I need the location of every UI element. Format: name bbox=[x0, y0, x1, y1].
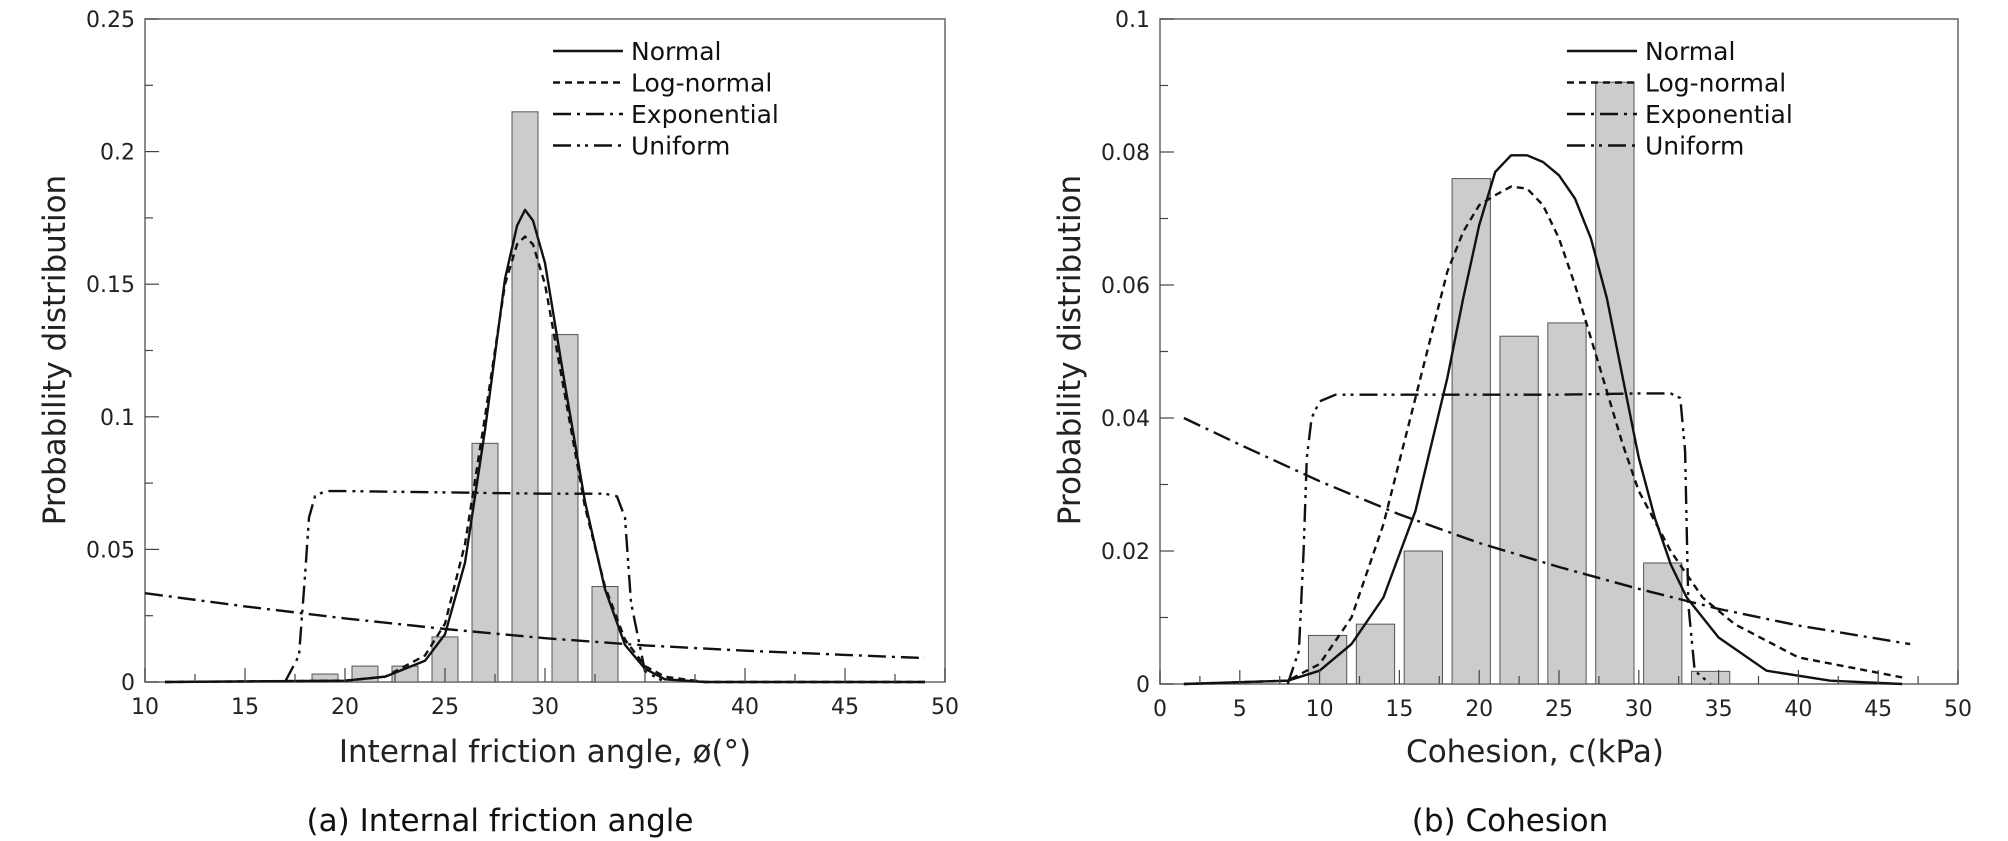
y-tick-label: 0.15 bbox=[86, 273, 135, 298]
x-tick-label: 20 bbox=[1465, 697, 1493, 722]
histogram-bar bbox=[1547, 322, 1587, 685]
y-tick-label: 0.04 bbox=[1101, 407, 1150, 432]
y-tick-label: 0.02 bbox=[1101, 540, 1150, 565]
legend-label-log-normal: Log-normal bbox=[1645, 69, 1786, 98]
x-tick-label: 25 bbox=[431, 695, 459, 720]
x-tick-label: 10 bbox=[131, 695, 159, 720]
y-tick-label: 0.25 bbox=[86, 8, 135, 33]
axis-ticks-a: 10 15 20 25 30 35 40 45 50 0 0.05 0.1 0.15 0.2 0.25 bbox=[86, 8, 959, 720]
x-tick-label: 25 bbox=[1545, 697, 1573, 722]
legend-label-uniform: Uniform bbox=[631, 132, 730, 161]
panel-friction-angle: 10 15 20 25 30 35 40 45 50 0 0.05 0.1 0.15 0.2 0.25 No… bbox=[37, 8, 959, 839]
x-tick-label: 45 bbox=[831, 695, 859, 720]
x-tick-label: 30 bbox=[1625, 697, 1653, 722]
x-axis-label-a: Internal friction angle, ø(°) bbox=[339, 734, 751, 770]
histogram-bars-a bbox=[311, 111, 619, 683]
x-tick-label: 40 bbox=[731, 695, 759, 720]
histogram-bar bbox=[551, 334, 579, 683]
histogram-bar bbox=[1595, 81, 1635, 685]
y-tick-label: 0.06 bbox=[1101, 274, 1150, 299]
histogram-bar bbox=[1643, 562, 1683, 685]
legend-label-uniform: Uniform bbox=[1645, 132, 1744, 161]
y-tick-label: 0 bbox=[121, 671, 135, 696]
histogram-bar bbox=[511, 111, 539, 683]
x-tick-label: 50 bbox=[931, 695, 959, 720]
legend-label-normal: Normal bbox=[1645, 37, 1735, 66]
x-tick-label: 50 bbox=[1944, 697, 1972, 722]
y-tick-label: 0.05 bbox=[86, 538, 135, 563]
legend-label-log-normal: Log-normal bbox=[631, 69, 772, 98]
y-axis-label-b: Probability distribution bbox=[1052, 175, 1088, 525]
series-line-exponential bbox=[1183, 416, 1911, 646]
y-tick-label: 0.2 bbox=[100, 141, 135, 166]
histogram-bar bbox=[1451, 178, 1491, 685]
histogram-bar bbox=[1307, 634, 1348, 685]
series-line-log-normal bbox=[164, 235, 925, 684]
histogram-bar bbox=[1499, 335, 1539, 685]
x-tick-label: 15 bbox=[231, 695, 259, 720]
distribution-lines-b bbox=[1183, 154, 1911, 686]
series-line-uniform bbox=[1286, 392, 1712, 685]
legend-label-exponential: Exponential bbox=[631, 100, 779, 129]
y-tick-label: 0.1 bbox=[1115, 8, 1150, 33]
x-tick-label: 30 bbox=[531, 695, 559, 720]
histogram-bars-b bbox=[1307, 81, 1731, 685]
y-tick-label: 0 bbox=[1136, 673, 1150, 698]
legend-label-exponential: Exponential bbox=[1645, 100, 1793, 129]
x-tick-label: 20 bbox=[331, 695, 359, 720]
x-tick-label: 45 bbox=[1864, 697, 1892, 722]
series-line-normal bbox=[164, 208, 925, 684]
x-tick-label: 35 bbox=[1705, 697, 1733, 722]
axis-ticks-b: 0 5 10 15 20 25 30 35 40 45 50 0 0.02 0.04 0.06 0.08 0.1 bbox=[1101, 8, 1972, 722]
y-tick-label: 0.1 bbox=[100, 406, 135, 431]
x-tick-label: 15 bbox=[1385, 697, 1413, 722]
series-line-exponential bbox=[144, 592, 926, 660]
caption-a: (a) Internal friction angle bbox=[307, 803, 694, 839]
plot-frame-a bbox=[144, 18, 946, 683]
histogram-bar bbox=[591, 586, 619, 683]
x-tick-label: 40 bbox=[1784, 697, 1812, 722]
histogram-bar bbox=[1355, 623, 1396, 685]
x-tick-label: 5 bbox=[1233, 697, 1247, 722]
panel-cohesion: 0 5 10 15 20 25 30 35 40 45 50 0 0.02 0.04 0.06 0.08 0.1… bbox=[1052, 8, 1972, 839]
series-line-normal bbox=[1183, 154, 1903, 686]
y-axis-label-a: Probability distribution bbox=[37, 175, 73, 525]
x-tick-label: 35 bbox=[631, 695, 659, 720]
legend-label-normal: Normal bbox=[631, 37, 721, 66]
series-line-log-normal bbox=[1183, 185, 1903, 686]
series-line-uniform bbox=[283, 489, 666, 684]
y-tick-label: 0.08 bbox=[1101, 141, 1150, 166]
x-tick-label: 0 bbox=[1153, 697, 1167, 722]
distribution-lines-a bbox=[144, 208, 926, 684]
histogram-bar bbox=[1403, 550, 1443, 685]
x-tick-label: 10 bbox=[1306, 697, 1334, 722]
histogram-bar bbox=[1690, 670, 1731, 685]
x-axis-label-b: Cohesion, c(kPa) bbox=[1406, 734, 1664, 770]
caption-b: (b) Cohesion bbox=[1412, 803, 1608, 839]
